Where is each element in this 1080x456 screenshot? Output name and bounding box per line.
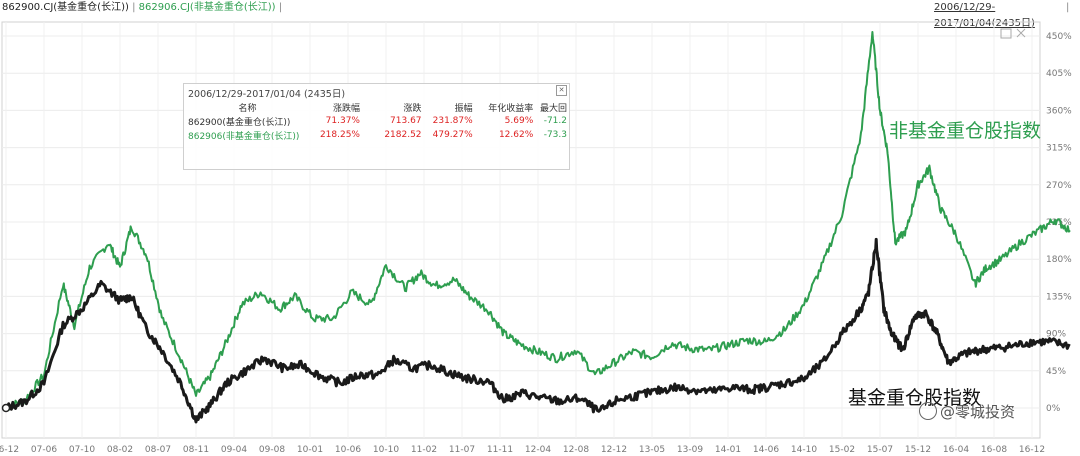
y-tick-label: 450% [1046, 32, 1072, 42]
series2-header-label[interactable]: 862906.CJ(非基金重仓(长江)) [138, 2, 276, 13]
header-separator: | [132, 2, 136, 13]
row-annual: 5.69% [504, 116, 534, 126]
chart-header: 862900.CJ(基金重仓(长江)) | 862906.CJ(非基金重仓(长江… [0, 0, 1080, 29]
x-tick-label: 11-11 [487, 445, 513, 455]
watermark-icon [919, 402, 937, 420]
x-tick-label: 14-01 [715, 445, 741, 455]
x-tick-label: 15-02 [829, 445, 855, 455]
y-tick-label: 45% [1046, 367, 1066, 377]
y-tick-label: 405% [1046, 69, 1072, 79]
row-change-pct: 71.37% [325, 116, 360, 126]
x-tick-label: 08-07 [145, 445, 171, 455]
series-header: 862900.CJ(基金重仓(长江)) | 862906.CJ(非基金重仓(长江… [2, 0, 282, 16]
y-tick-label: 0% [1046, 404, 1061, 414]
x-tick-label: 11-02 [411, 445, 437, 455]
x-tick-label: 10-06 [335, 445, 361, 455]
maximize-icon [1000, 28, 1012, 39]
y-tick-label: 180% [1046, 255, 1072, 265]
x-tick-label: 15-12 [905, 445, 931, 455]
row-name: 862906(非基金重仓(长江)) [188, 131, 300, 142]
row-amplitude: 231.87% [432, 116, 473, 126]
row-maxdd: -71.2 [543, 116, 567, 126]
x-tick-label: 13-09 [677, 445, 703, 455]
x-tick-label: 09-08 [259, 445, 285, 455]
col-maxdd: 最大回 [539, 103, 567, 114]
table-row: 862900(基金重仓(长江)) 71.37% 713.67 231.87% 5… [186, 114, 569, 128]
series-line [5, 237, 1071, 424]
x-tick-label: 16-12 [1019, 445, 1045, 455]
y-tick-label: 360% [1046, 106, 1072, 116]
x-tick-label: 14-06 [753, 445, 779, 455]
y-tick-label: 90% [1046, 330, 1066, 340]
y-tick-label: 315% [1046, 144, 1072, 154]
y-tick-label: 135% [1046, 292, 1072, 302]
x-tick-label: 10-10 [373, 445, 399, 455]
x-tick-label: 10-01 [297, 445, 323, 455]
date-range-link[interactable]: 2006/12/29-2017/01/04(2435日) [934, 2, 1035, 29]
x-tick-label: 08-02 [107, 445, 133, 455]
x-tick-label: 14-10 [791, 445, 817, 455]
black-series-annotation: 基金重仓股指数 [848, 387, 982, 409]
x-tick-label: 13-05 [639, 445, 665, 455]
row-change: 2182.52 [384, 130, 422, 140]
col-amplitude: 振幅 [454, 103, 473, 114]
row-name: 862900(基金重仓(长江)) [188, 117, 291, 128]
x-tick-label: 11-07 [449, 445, 475, 455]
x-tick-label: 12-04 [525, 445, 551, 455]
header-separator-2: | [278, 2, 283, 13]
info-box-title: 2006/12/29-2017/01/04 (2435日) [188, 89, 346, 100]
row-change-pct: 218.25% [319, 130, 360, 140]
row-maxdd: -73.3 [543, 130, 567, 140]
table-header-row: 名称 涨跌幅 涨跌 振幅 年化收益率 最大回 [186, 100, 569, 114]
stats-info-box: 2006/12/29-2017/01/04 (2435日) ✕ 名称 涨跌幅 涨… [183, 83, 570, 170]
close-icon [1016, 28, 1026, 38]
x-tick-label: 16-04 [943, 445, 969, 455]
series-line [5, 31, 1071, 411]
y-tick-label: 225% [1046, 218, 1072, 228]
x-tick-label: 08-11 [183, 445, 209, 455]
x-tick-label: 16-08 [981, 445, 1007, 455]
y-tick-label: 270% [1046, 181, 1072, 191]
watermark-text: @零城投资 [940, 403, 1016, 421]
x-tick-label: 07-10 [69, 445, 95, 455]
plot-frame [1, 21, 1041, 439]
series1-header-label: 862900.CJ(基金重仓(长江)) [2, 2, 129, 13]
x-tick-label: 06-12 [0, 445, 19, 455]
corner-mark: | [1066, 2, 1070, 13]
col-annual: 年化收益率 [488, 103, 534, 114]
stats-table: 名称 涨跌幅 涨跌 振幅 年化收益率 最大回 862900(基金重仓(长江)) … [186, 100, 569, 142]
col-change: 涨跌 [403, 103, 422, 114]
col-change-pct: 涨跌幅 [332, 103, 360, 114]
row-annual: 12.62% [498, 130, 534, 140]
row-amplitude: 479.27% [432, 130, 473, 140]
green-series-annotation: 非基金重仓股指数 [889, 120, 1042, 142]
watermark: @零城投资 [919, 401, 1015, 422]
table-row: 862906(非基金重仓(长江)) 218.25% 2182.52 479.27… [186, 128, 569, 142]
start-marker [1, 403, 11, 413]
col-name: 名称 [238, 103, 257, 114]
close-icon[interactable]: ✕ [556, 85, 567, 96]
x-tick-label: 15-07 [867, 445, 893, 455]
x-tick-label: 07-06 [31, 445, 57, 455]
x-tick-label: 12-12 [601, 445, 627, 455]
x-tick-label: 09-04 [221, 445, 247, 455]
row-change: 713.67 [390, 116, 422, 126]
x-tick-label: 12-08 [563, 445, 589, 455]
